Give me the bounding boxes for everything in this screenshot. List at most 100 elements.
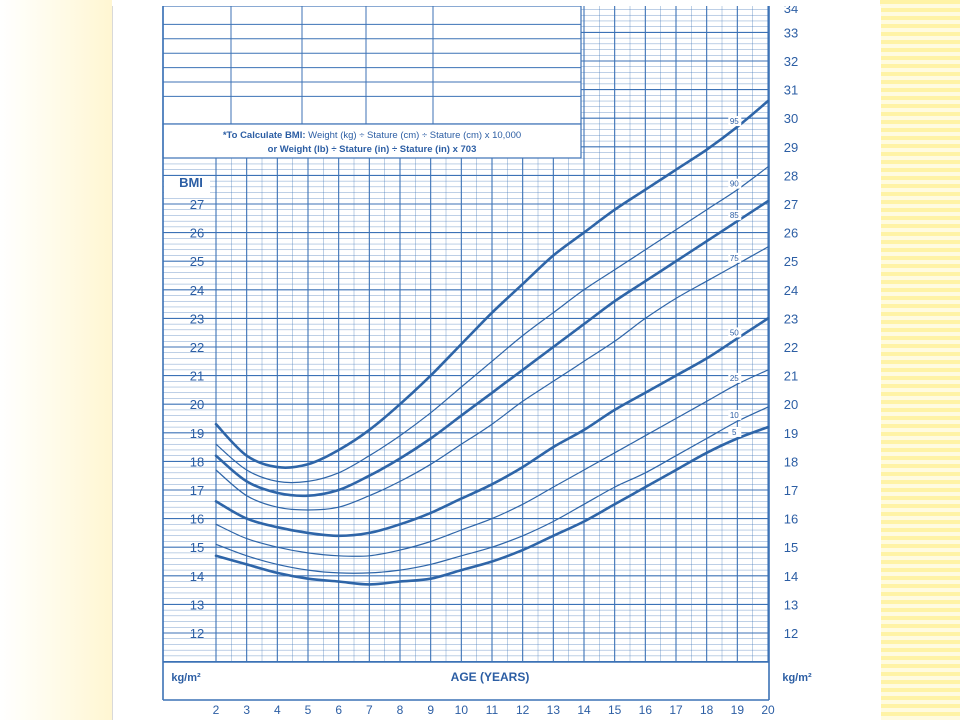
x-tick-label: 12 — [516, 703, 530, 717]
x-tick-label: 2 — [213, 703, 220, 717]
x-tick-label: 19 — [731, 703, 745, 717]
unit-left-patch — [164, 665, 210, 689]
y-tick-label-right: 31 — [784, 83, 798, 98]
x-tick-label: 9 — [427, 703, 434, 717]
y-tick-label-right: 12 — [784, 626, 798, 641]
x-tick-label: 15 — [608, 703, 622, 717]
y-tick-label-right: 17 — [784, 483, 798, 498]
y-tick-label-left: 17 — [190, 483, 204, 498]
y-tick-label-right: 33 — [784, 25, 798, 40]
x-tick-label: 8 — [397, 703, 404, 717]
x-tick-label: 11 — [486, 703, 499, 717]
bmi-growth-chart: *To Calculate BMI: Weight (kg) ÷ Stature… — [162, 6, 823, 717]
percentile-curve-50 — [214, 317, 770, 538]
percentile-label-patch — [728, 210, 742, 221]
x-axis-title: AGE (YEARS) — [451, 670, 530, 684]
chart-slide: *To Calculate BMI: Weight (kg) ÷ Stature… — [112, 6, 881, 720]
y-tick-label-right: 24 — [784, 283, 798, 298]
percentile-curves — [214, 99, 770, 586]
y-tick-label-left: 15 — [190, 540, 204, 555]
unit-label-right: kg/m² — [782, 672, 812, 684]
y-tick-label-left: 19 — [190, 426, 204, 441]
y-tick-label-right: 30 — [784, 111, 798, 126]
percentile-labels: 95 90 85 75 50 25 10 5 — [728, 116, 742, 437]
bmi-formula-box: *To Calculate BMI: Weight (kg) ÷ Stature… — [162, 123, 582, 159]
percentile-label-patch — [728, 426, 742, 437]
percentile-curve-85 — [214, 199, 770, 498]
x-tick-label: 5 — [305, 703, 312, 717]
x-tick-label: 4 — [274, 703, 281, 717]
y-tick-label-left: 21 — [190, 369, 204, 384]
unit-label-left: kg/m² — [171, 672, 201, 684]
percentile-curve-95 — [214, 99, 770, 469]
bmi-label-patch — [164, 176, 210, 196]
percentile-label-75: 75 — [730, 254, 739, 263]
y-tick-label-right: 13 — [784, 597, 798, 612]
y-tick-label-right: 26 — [784, 226, 798, 241]
x-tick-label: 17 — [669, 703, 683, 717]
y-tick-label-right: 29 — [784, 140, 798, 155]
x-tick-label: 7 — [366, 703, 373, 717]
y-tick-label-right: 19 — [784, 426, 798, 441]
percentile-label-patch — [728, 327, 742, 338]
y-tick-label-right: 27 — [784, 197, 798, 212]
y-tick-label-left: 13 — [190, 597, 204, 612]
y-tick-label-right: 14 — [784, 569, 798, 584]
y-axis-title: BMI — [179, 175, 203, 190]
x-tick-label: 16 — [639, 703, 653, 717]
background-stripe-left — [0, 0, 112, 720]
percentile-curve-10 — [215, 406, 769, 574]
y-tick-label-right: 34 — [784, 6, 798, 16]
y-tick-label-right: 15 — [784, 540, 798, 555]
age-label-patch — [433, 665, 547, 689]
x-tick-label: 14 — [577, 703, 591, 717]
percentile-label-90: 90 — [730, 180, 739, 189]
percentile-curve-25 — [215, 369, 769, 557]
percentile-label-50: 50 — [730, 328, 739, 337]
percentile-label-patch — [728, 372, 742, 383]
unit-right-patch — [773, 665, 823, 689]
y-tick-label-right: 20 — [784, 397, 798, 412]
percentile-label-10: 10 — [730, 411, 739, 420]
y-tick-label-right: 22 — [784, 340, 798, 355]
y-tick-label-left: 22 — [190, 340, 204, 355]
y-tick-label-left: 14 — [190, 569, 204, 584]
x-tick-label: 6 — [335, 703, 342, 717]
percentile-label-patch — [728, 410, 742, 421]
y-tick-label-left: 25 — [190, 254, 204, 269]
record-table-frame — [162, 6, 582, 125]
percentile-label-patch — [728, 178, 742, 189]
y-tick-label-left: 27 — [190, 197, 204, 212]
y-tick-label-right: 32 — [784, 54, 798, 69]
y-tick-label-right: 28 — [784, 168, 798, 183]
x-tick-label: 20 — [761, 703, 775, 717]
y-tick-label-right: 16 — [784, 512, 798, 527]
formula-line-1-rest: Weight (kg) ÷ Stature (cm) ÷ Stature (cm… — [306, 130, 522, 141]
percentile-label-5: 5 — [732, 428, 737, 437]
percentile-label-patch — [728, 252, 742, 263]
percentile-curve-90 — [215, 166, 769, 484]
y-tick-label-left: 18 — [190, 454, 204, 469]
y-tick-label-right: 23 — [784, 311, 798, 326]
percentile-label-25: 25 — [730, 374, 739, 383]
y-tick-label-left: 16 — [190, 512, 204, 527]
formula-line-2: or Weight (lb) ÷ Stature (in) ÷ Stature … — [268, 144, 477, 155]
percentile-label-95: 95 — [730, 117, 739, 126]
y-tick-label-right: 25 — [784, 254, 798, 269]
y-tick-label-left: 12 — [190, 626, 204, 641]
x-tick-label: 13 — [547, 703, 561, 717]
percentile-label-patch — [728, 116, 742, 127]
y-tick-label-right: 18 — [784, 454, 798, 469]
y-tick-label-right: 21 — [784, 369, 798, 384]
x-tick-label: 3 — [243, 703, 250, 717]
y-tick-label-left: 26 — [190, 226, 204, 241]
chart-frame — [162, 6, 823, 701]
background-stripe-right — [880, 0, 960, 720]
x-tick-label: 18 — [700, 703, 714, 717]
x-tick-label: 10 — [455, 703, 469, 717]
percentile-label-85: 85 — [730, 211, 739, 220]
y-tick-label-left: 23 — [190, 311, 204, 326]
record-table — [162, 6, 582, 125]
tick-labels: 1213141516171819202122232425262712131415… — [190, 6, 798, 717]
y-tick-label-left: 20 — [190, 397, 204, 412]
